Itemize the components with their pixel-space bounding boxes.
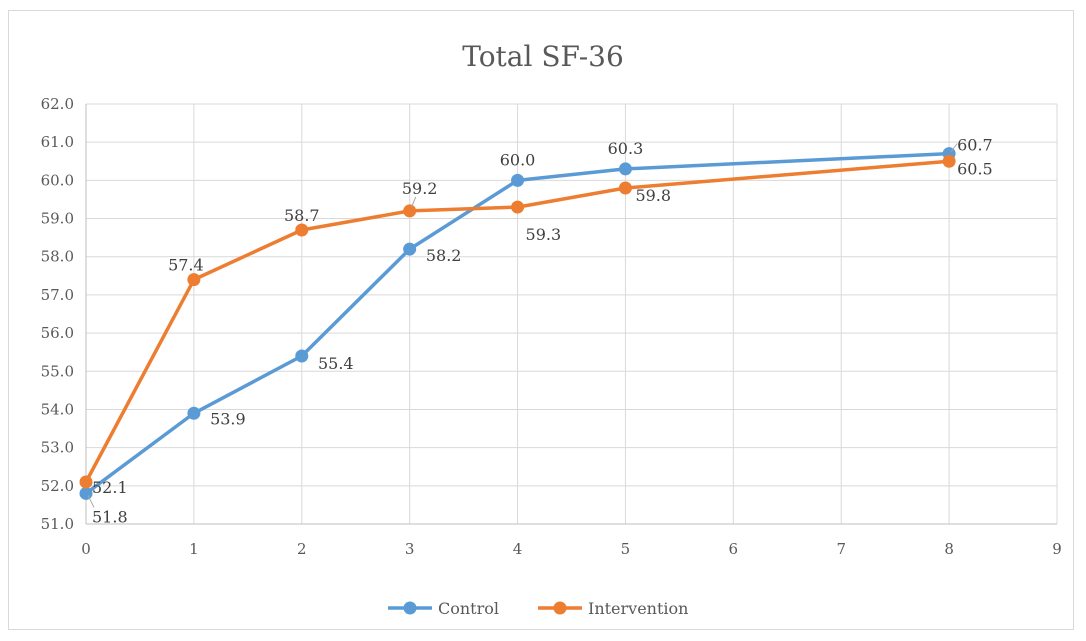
y-tick-label: 62.0: [41, 95, 74, 113]
intervention-data-label: 59.8: [635, 186, 671, 205]
x-tick-label: 1: [189, 540, 199, 558]
intervention-data-point: [403, 204, 417, 218]
control-data-label: 60.7: [957, 136, 993, 155]
intervention-data-label: 59.3: [526, 225, 562, 244]
y-tick-label: 51.0: [41, 515, 74, 533]
chart-frame: [8, 10, 1074, 630]
control-data-point: [79, 486, 93, 500]
intervention-data-label: 52.1: [92, 478, 128, 497]
intervention-data-label: 60.5: [957, 159, 993, 178]
control-legend-marker: [403, 601, 417, 615]
control-legend-label: Control: [438, 599, 499, 618]
control-data-label: 60.3: [608, 139, 644, 158]
control-data-point: [618, 162, 632, 176]
x-tick-label: 5: [621, 540, 631, 558]
intervention-data-point: [511, 200, 525, 214]
control-data-point: [295, 349, 309, 363]
intervention-data-point: [618, 181, 632, 195]
x-tick-label: 0: [81, 540, 91, 558]
intervention-data-label: 58.7: [284, 206, 320, 225]
control-data-point: [403, 242, 417, 256]
y-tick-label: 53.0: [41, 439, 74, 457]
y-tick-label: 57.0: [41, 286, 74, 304]
x-tick-label: 9: [1052, 540, 1062, 558]
control-data-point: [187, 406, 201, 420]
intervention-data-label: 59.2: [402, 179, 438, 198]
control-data-label: 60.0: [500, 150, 536, 169]
intervention-legend-label: Intervention: [588, 599, 688, 618]
intervention-data-point: [942, 154, 956, 168]
y-tick-label: 58.0: [41, 248, 74, 266]
control-data-label: 55.4: [318, 354, 354, 373]
x-tick-label: 6: [729, 540, 739, 558]
y-tick-label: 55.0: [41, 362, 74, 380]
x-tick-label: 2: [297, 540, 307, 558]
control-data-label: 58.2: [426, 246, 462, 265]
x-tick-label: 3: [405, 540, 415, 558]
intervention-data-point: [187, 273, 201, 287]
intervention-data-point: [295, 223, 309, 237]
y-tick-label: 61.0: [41, 133, 74, 151]
control-label-leader: [87, 495, 95, 508]
chart-title: Total SF-36: [462, 40, 624, 73]
x-tick-label: 8: [944, 540, 954, 558]
x-tick-label: 4: [513, 540, 523, 558]
y-tick-label: 56.0: [41, 324, 74, 342]
control-label-leader: [950, 143, 958, 152]
intervention-legend-marker: [553, 601, 567, 615]
y-tick-label: 52.0: [41, 477, 74, 495]
intervention-label-leader: [411, 196, 417, 208]
y-tick-label: 60.0: [41, 171, 74, 189]
x-tick-label: 7: [836, 540, 846, 558]
y-tick-label: 59.0: [41, 210, 74, 228]
intervention-data-point: [79, 475, 93, 489]
control-data-label: 51.8: [92, 507, 128, 526]
control-data-point: [511, 173, 525, 187]
control-data-label: 53.9: [210, 409, 246, 428]
intervention-data-label: 57.4: [168, 256, 204, 275]
y-tick-label: 54.0: [41, 400, 74, 418]
